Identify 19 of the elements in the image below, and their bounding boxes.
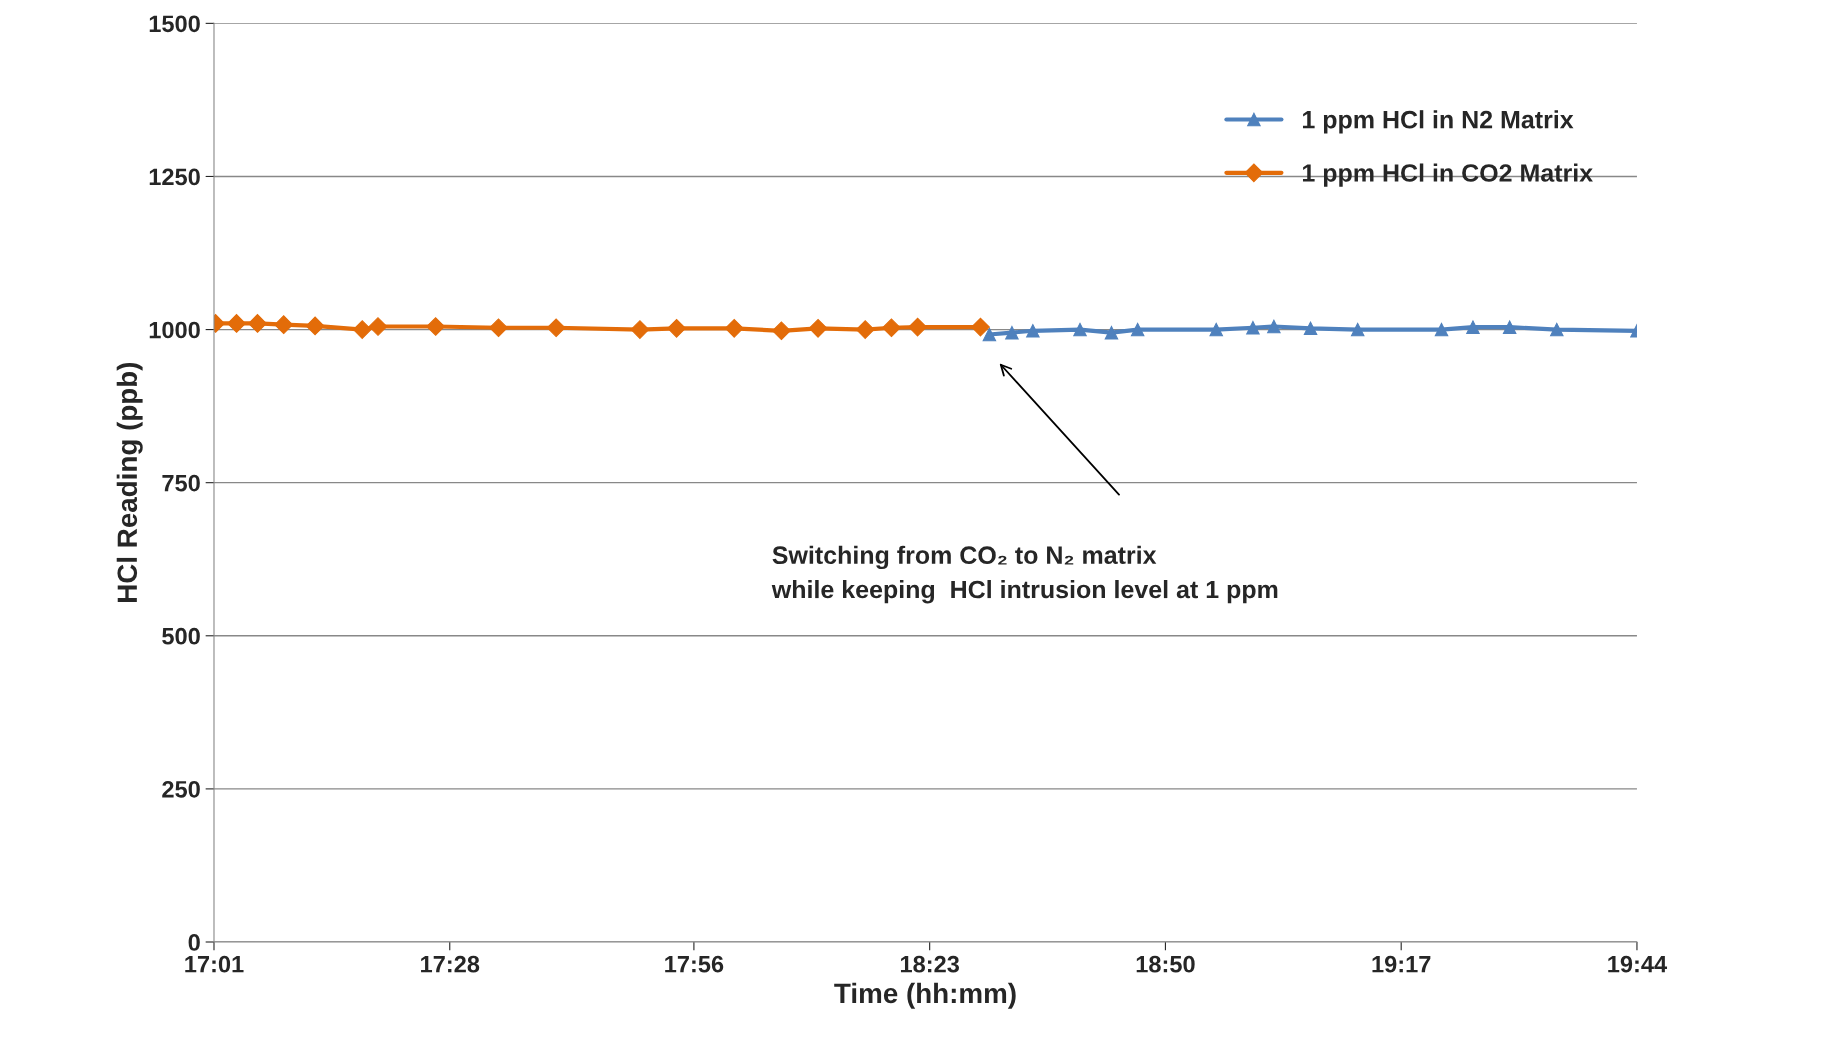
- x-axis-title: Time (hh:mm): [834, 982, 1016, 1009]
- x-tick-label: 17:56: [665, 955, 724, 973]
- y-tick-label: 250: [162, 780, 200, 798]
- legend-label: 1 ppm HCl in N2 Matrix: [1302, 110, 1574, 134]
- y-tick-label: 500: [162, 627, 200, 645]
- y-tick-label: 1000: [149, 321, 200, 339]
- y-tick-label: 1500: [149, 15, 200, 33]
- annotation: Switching from CO₂ to N₂ matrix while keeping HCl intrusion level at 1 ppm: [771, 545, 1278, 604]
- x-tick-label: 17:28: [421, 955, 480, 973]
- x-tick-label: 19:44: [1608, 955, 1668, 973]
- x-tick-label: 17:01: [185, 955, 244, 973]
- x-tick-label: 19:17: [1372, 955, 1431, 973]
- y-tick-label: 750: [162, 474, 200, 492]
- legend-label: 1 ppm HCl in CO2 Matrix: [1302, 163, 1593, 187]
- x-tick-label: 18:50: [1136, 955, 1195, 973]
- x-tick-label: 18:23: [900, 955, 960, 973]
- y-tick-label: 0: [188, 934, 200, 951]
- y-axis-title: HCl Reading (ppb): [116, 362, 143, 602]
- y-tick-label: 1250: [149, 168, 200, 186]
